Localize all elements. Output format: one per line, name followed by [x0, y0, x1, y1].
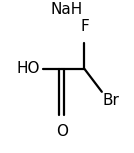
Text: NaH: NaH [51, 2, 83, 17]
Text: F: F [80, 19, 89, 34]
Text: HO: HO [16, 61, 40, 76]
Text: O: O [56, 124, 68, 139]
Text: Br: Br [103, 93, 120, 108]
